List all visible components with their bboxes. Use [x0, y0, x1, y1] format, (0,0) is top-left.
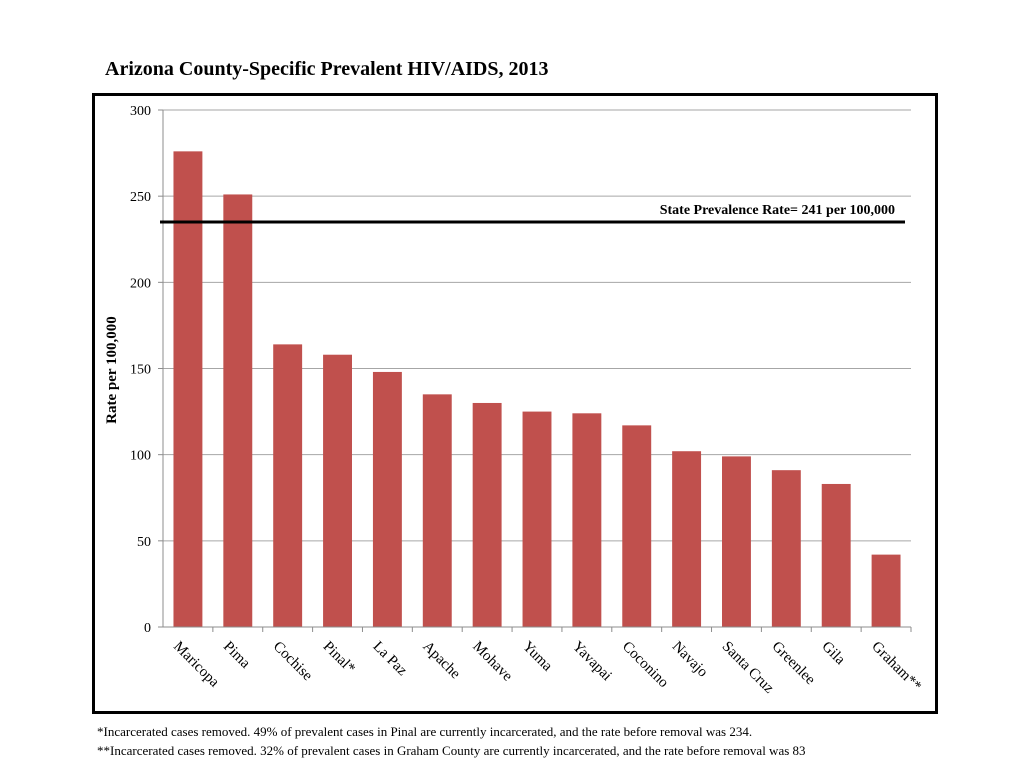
- y-tick-label-200: 200: [130, 276, 151, 291]
- bar-yavapai: [572, 413, 602, 627]
- x-tick-label-santacruz: Santa Cruz: [719, 639, 777, 697]
- bar-cochise: [273, 344, 303, 627]
- bar-yuma: [522, 411, 552, 627]
- bar-greenlee: [771, 470, 801, 627]
- x-tick-label-mohave: Mohave: [469, 639, 515, 685]
- y-tick-label-0: 0: [144, 621, 151, 636]
- y-tick-label-150: 150: [130, 363, 151, 378]
- footnote-graham: **Incarcerated cases removed. 32% of pre…: [97, 743, 806, 758]
- bar-mohave: [472, 402, 502, 627]
- chart-title: Arizona County-Specific Prevalent HIV/AI…: [105, 58, 549, 80]
- bar-navajo: [672, 451, 702, 627]
- y-axis-label: Rate per 100,000: [104, 316, 120, 424]
- bar-gila: [821, 483, 851, 627]
- x-tick-label-navajo: Navajo: [669, 639, 711, 681]
- x-tick-label-graham: Graham**: [868, 639, 924, 695]
- x-tick-label-lapaz: La Paz: [370, 639, 411, 680]
- x-tick-label-pinal: Pinal*: [320, 639, 358, 677]
- y-tick-label-100: 100: [130, 449, 151, 464]
- bar-graham: [871, 554, 901, 627]
- y-tick-label-50: 50: [137, 535, 151, 550]
- x-tick-label-pima: Pima: [220, 639, 253, 672]
- bar-apache: [422, 394, 452, 627]
- y-tick-label-300: 300: [130, 104, 151, 119]
- state-prevalence-label: State Prevalence Rate= 241 per 100,000: [660, 203, 895, 218]
- x-tick-label-gila: Gila: [818, 639, 848, 669]
- bars: [173, 151, 901, 628]
- x-tick-label-cochise: Cochise: [270, 639, 316, 685]
- bar-pima: [223, 194, 253, 627]
- x-tick-label-yavapai: Yavapai: [569, 639, 615, 685]
- bar-lapaz: [372, 371, 402, 627]
- bar-maricopa: [173, 151, 203, 628]
- x-tick-label-yuma: Yuma: [519, 639, 555, 675]
- bar-santacruz: [722, 456, 751, 627]
- x-tick-label-maricopa: Maricopa: [170, 639, 222, 691]
- reference-line-group: State Prevalence Rate= 241 per 100,000: [160, 203, 905, 224]
- x-tick-label-apache: Apache: [419, 639, 463, 683]
- bar-pinal: [323, 354, 352, 627]
- bar-coconino: [622, 425, 652, 627]
- x-tick-label-coconino: Coconino: [619, 639, 672, 692]
- footnote-pinal: *Incarcerated cases removed. 49% of prev…: [97, 724, 753, 739]
- chart-frame: [92, 93, 938, 714]
- y-tick-label-250: 250: [130, 190, 151, 205]
- x-tick-label-greenlee: Greenlee: [769, 639, 819, 689]
